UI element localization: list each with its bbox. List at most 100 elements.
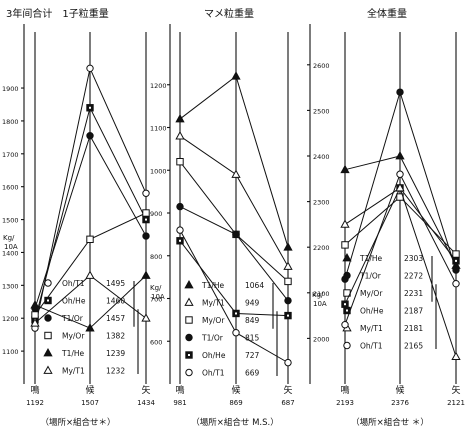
x-site-value: 687 <box>281 399 294 407</box>
legend-value: 2187 <box>404 307 423 316</box>
legend-value: 669 <box>245 369 260 378</box>
legend-value: 2272 <box>404 272 423 281</box>
y-tick-label: 1800 <box>2 118 19 126</box>
series-line <box>179 229 289 364</box>
x-site-label: 鳴 <box>175 384 184 396</box>
x-site-label: 矢 <box>141 384 150 396</box>
legend-name: Oh/T1 <box>62 279 85 288</box>
y-tick-label: 1900 <box>2 85 19 93</box>
legend-marker-inner <box>188 354 190 356</box>
legend-name: T1/Or <box>201 334 224 343</box>
data-point <box>283 242 293 251</box>
x-site-value: 1434 <box>137 399 155 407</box>
series-line <box>179 161 289 282</box>
y-tick-label: 1200 <box>2 315 19 323</box>
data-point-inner <box>287 314 289 317</box>
y-tick-label: 1000 <box>150 167 167 175</box>
panel-total-weight: 全体重量 2000 2100 2200 2300 2400 2500 2600 Kg/10A 鳴 2… <box>307 7 465 428</box>
x-site-value: 981 <box>173 399 186 407</box>
legend-marker <box>44 279 52 287</box>
data-point-inner <box>455 259 457 262</box>
y-unit-label: Kg/ <box>312 291 324 299</box>
legend-name: T1/He <box>61 349 85 358</box>
data-point <box>175 113 185 123</box>
data-point <box>30 300 40 309</box>
legend-marker <box>44 314 52 322</box>
x-site-value: 2121 <box>447 399 465 407</box>
legend-value: 1460 <box>106 297 125 306</box>
legend-name: Oh/He <box>202 351 226 360</box>
data-point <box>452 279 460 288</box>
legend-name: T1/He <box>359 254 383 263</box>
legend-value: 2165 <box>404 342 423 351</box>
y-tick-label: 600 <box>150 338 162 346</box>
legend-value: 1239 <box>106 349 125 358</box>
y-tick-label: 1300 <box>2 282 19 290</box>
y-unit-label-2: 10A <box>151 293 165 301</box>
y-tick-label: 1700 <box>2 151 19 159</box>
legend-name: My/T1 <box>360 324 383 333</box>
legend-marker <box>44 331 52 340</box>
data-point <box>283 261 293 270</box>
data-point <box>175 131 185 140</box>
y-tick-label: 1500 <box>2 217 19 225</box>
x-site-label: 矢 <box>283 384 292 396</box>
legend-value: 2181 <box>404 324 423 333</box>
legend-name: Oh/T1 <box>360 342 383 351</box>
y-tick-label: 1400 <box>2 249 19 257</box>
data-point <box>284 277 292 286</box>
x-site-value: 869 <box>229 399 242 407</box>
x-axis-note: （場所×組合せ M.S.） <box>191 417 278 428</box>
panel-grain-weight: 3年间合计 1子粒重量 1100 1200 1300 1400 1500 1600 1700 1… <box>2 7 155 428</box>
legend-name: My/Or <box>62 332 85 341</box>
x-axis-note: （場所×組合せ＊） <box>40 417 115 428</box>
data-point <box>31 311 39 319</box>
y-tick-label: 1100 <box>150 125 167 133</box>
data-point <box>284 296 292 305</box>
data-point <box>231 169 241 178</box>
legend-value: 1495 <box>106 279 125 288</box>
data-point <box>396 170 404 178</box>
y-unit-label-2: 10A <box>313 300 327 308</box>
data-point <box>86 235 94 244</box>
y-tick-label: 2100 <box>313 290 330 298</box>
data-point <box>86 64 94 73</box>
data-point <box>232 329 240 337</box>
data-point <box>85 323 95 332</box>
data-point <box>340 219 350 228</box>
x-site-value: 1192 <box>26 399 44 407</box>
x-site-label: 矢 <box>451 384 460 396</box>
data-point-inner <box>89 106 91 109</box>
data-point <box>452 266 460 274</box>
legend-value: 1382 <box>106 332 125 341</box>
legend-marker <box>185 368 193 377</box>
legend-name: My/T1 <box>62 367 85 376</box>
y-tick-label: 2000 <box>313 335 330 343</box>
x-site-value: 2376 <box>391 399 409 407</box>
x-site-label: 候 <box>395 384 404 396</box>
data-point <box>395 150 405 160</box>
data-point <box>452 250 460 258</box>
x-site-label: 候 <box>231 384 240 396</box>
y-tick-label: 900 <box>150 210 162 218</box>
y-tick-label: 2400 <box>313 153 330 161</box>
data-point <box>341 321 349 329</box>
y-tick-label: 1600 <box>2 184 19 192</box>
legend-value: 1064 <box>245 281 264 290</box>
data-point <box>142 232 150 240</box>
chart-title: 3年间合计 1子粒重量 <box>6 7 109 20</box>
x-site-label: 鳴 <box>340 384 349 396</box>
data-point <box>176 226 184 234</box>
legend-marker-inner <box>346 309 348 312</box>
data-point <box>396 88 404 96</box>
y-tick-label: 700 <box>150 296 162 304</box>
legend-marker <box>185 316 193 324</box>
series-line <box>179 75 289 248</box>
legend-name: My/T1 <box>202 299 225 308</box>
legend-value: 727 <box>245 351 260 360</box>
legend-marker <box>43 365 53 374</box>
data-point <box>451 351 461 361</box>
data-point-inner <box>235 312 237 315</box>
legend-name: Oh/He <box>360 307 384 316</box>
x-site-value: 2193 <box>336 399 354 407</box>
